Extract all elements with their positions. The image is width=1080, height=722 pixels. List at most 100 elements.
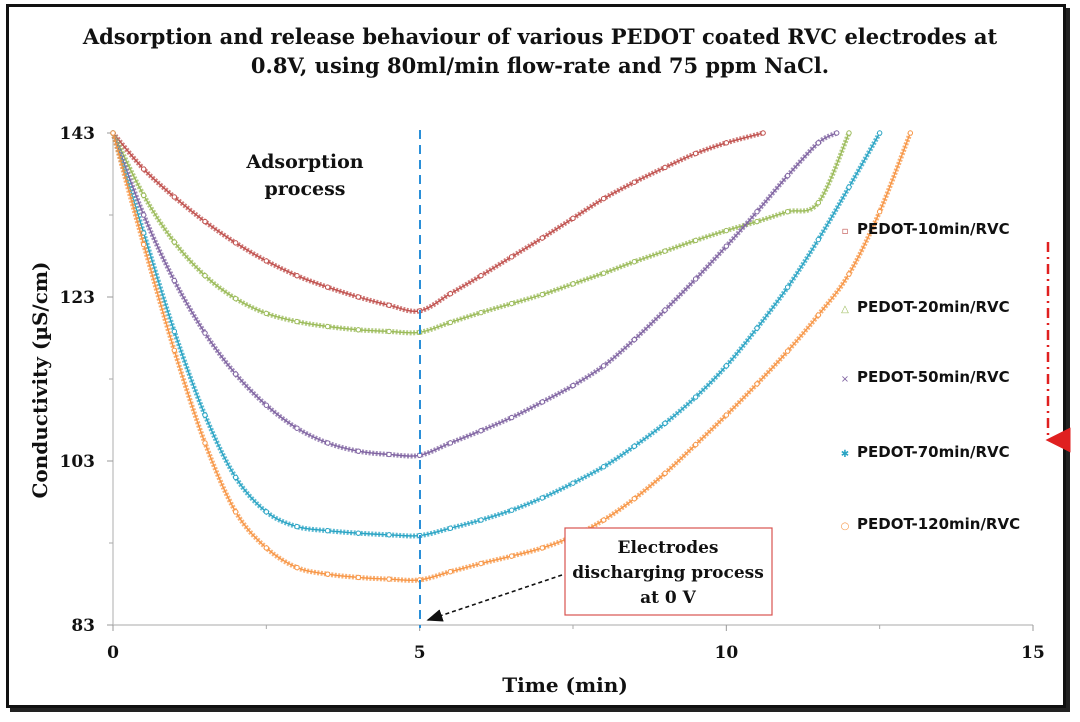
data-point bbox=[723, 412, 730, 418]
data-point bbox=[723, 227, 730, 234]
data-point bbox=[508, 553, 515, 559]
data-point bbox=[876, 209, 883, 215]
data-point bbox=[662, 307, 668, 313]
data-point bbox=[478, 272, 484, 279]
data-point bbox=[202, 330, 208, 336]
data-point bbox=[478, 517, 484, 523]
ticks: 0 5 10 15 83 103 123 143 bbox=[60, 124, 1045, 663]
data-point bbox=[232, 509, 239, 515]
series-group bbox=[110, 130, 914, 583]
data-point bbox=[834, 130, 840, 136]
legend-marker-square: ▫ bbox=[842, 226, 849, 237]
data-point bbox=[784, 172, 791, 179]
data-point bbox=[355, 530, 362, 536]
series-line bbox=[112, 132, 838, 457]
series-line-band bbox=[110, 132, 913, 583]
x-tick-label: 15 bbox=[1021, 643, 1045, 663]
data-point bbox=[324, 571, 331, 577]
data-point bbox=[110, 130, 116, 136]
discharge-callout-line-2: discharging process bbox=[572, 563, 764, 583]
data-point bbox=[539, 495, 546, 501]
data-point bbox=[386, 576, 392, 582]
data-point bbox=[447, 569, 454, 575]
data-point bbox=[294, 272, 300, 279]
discharge-callout-line-3: at 0 V bbox=[640, 588, 697, 608]
legend-label: PEDOT-10min/RVC bbox=[857, 220, 1010, 238]
series-1 bbox=[110, 130, 766, 314]
data-point bbox=[760, 130, 766, 136]
legend-label: PEDOT-20min/RVC bbox=[857, 298, 1010, 316]
data-point bbox=[202, 440, 208, 446]
data-point bbox=[846, 184, 852, 190]
data-point bbox=[600, 464, 607, 470]
adsorption-label-line-2: process bbox=[264, 178, 345, 200]
data-point bbox=[232, 240, 239, 246]
data-point bbox=[263, 402, 270, 408]
data-point bbox=[386, 451, 392, 458]
legend-label: PEDOT-50min/RVC bbox=[857, 368, 1010, 386]
y-axis-title: Conductivity (µS/cm) bbox=[28, 261, 52, 498]
data-point bbox=[140, 192, 147, 199]
data-point bbox=[294, 564, 300, 571]
data-point bbox=[723, 363, 730, 369]
y-tick-label: 123 bbox=[60, 288, 96, 308]
data-point bbox=[723, 140, 730, 146]
data-point bbox=[784, 348, 791, 354]
series-5 bbox=[110, 130, 914, 583]
data-point bbox=[600, 270, 607, 276]
data-point bbox=[600, 195, 607, 202]
data-point bbox=[539, 235, 546, 241]
data-point bbox=[876, 130, 883, 136]
chart-title-line-1: Adsorption and release behaviour of vari… bbox=[82, 24, 998, 49]
adsorption-label-line-1: Adsorption bbox=[245, 151, 363, 173]
data-point bbox=[692, 276, 699, 282]
data-point bbox=[324, 284, 331, 290]
data-point bbox=[324, 323, 331, 330]
data-point bbox=[570, 382, 576, 389]
legend-marker-triangle: △ bbox=[841, 304, 849, 315]
data-point bbox=[324, 528, 331, 534]
data-point bbox=[539, 399, 546, 405]
data-point bbox=[386, 302, 392, 308]
data-point bbox=[692, 237, 699, 244]
data-point bbox=[784, 209, 791, 215]
data-point bbox=[324, 440, 331, 446]
data-point bbox=[202, 218, 208, 225]
data-point bbox=[570, 215, 576, 221]
data-point bbox=[355, 574, 362, 581]
data-point bbox=[171, 328, 178, 335]
data-point bbox=[508, 300, 515, 307]
data-point bbox=[600, 363, 607, 369]
data-point bbox=[447, 291, 454, 297]
data-point bbox=[539, 291, 546, 298]
data-point bbox=[294, 523, 300, 530]
data-point bbox=[846, 130, 852, 136]
data-point bbox=[386, 532, 392, 538]
x-tick-label: 5 bbox=[414, 643, 426, 663]
legend-marker-cross: × bbox=[841, 374, 849, 385]
data-point bbox=[692, 150, 699, 157]
data-point bbox=[478, 560, 484, 567]
data-point bbox=[294, 318, 300, 325]
y-tick-label: 83 bbox=[71, 616, 95, 636]
data-point bbox=[631, 336, 638, 343]
data-point bbox=[662, 248, 668, 254]
data-point bbox=[171, 239, 178, 245]
data-point bbox=[754, 325, 760, 331]
data-point bbox=[662, 164, 668, 171]
data-point bbox=[662, 420, 668, 426]
data-point bbox=[140, 212, 147, 218]
series-line bbox=[112, 132, 911, 582]
data-point bbox=[570, 480, 576, 486]
data-point bbox=[171, 194, 178, 200]
data-point bbox=[631, 496, 638, 502]
legend-label: PEDOT-70min/RVC bbox=[857, 443, 1010, 461]
data-point bbox=[907, 130, 914, 136]
legend-marker-circle: ○ bbox=[841, 521, 850, 532]
data-point bbox=[754, 218, 760, 225]
data-point bbox=[202, 272, 208, 279]
data-point bbox=[815, 200, 822, 206]
x-tick-label: 10 bbox=[714, 643, 738, 663]
series-3 bbox=[110, 130, 840, 459]
